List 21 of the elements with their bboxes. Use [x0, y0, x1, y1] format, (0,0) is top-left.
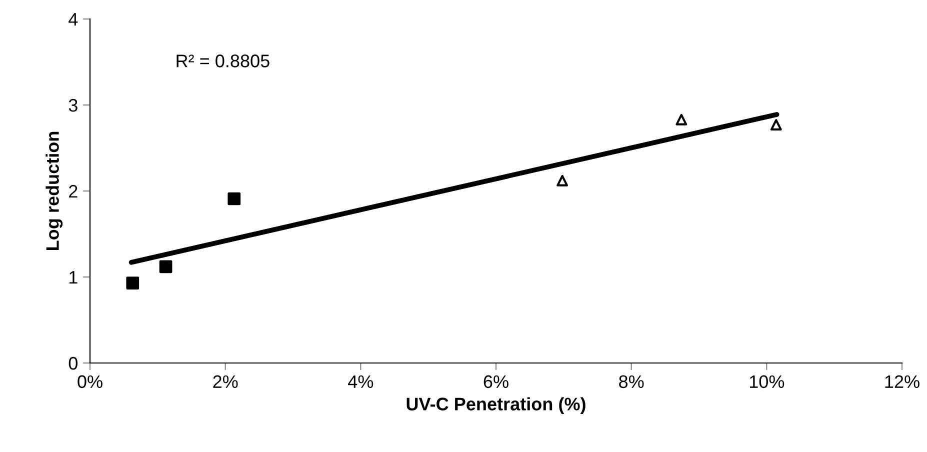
x-tick-label: 4%: [348, 375, 374, 388]
point: [228, 192, 241, 206]
x-tick-label: 8%: [619, 375, 644, 388]
point: [126, 276, 140, 290]
y-tick-label: 3: [68, 98, 78, 112]
y-axis-title: Log reduction: [46, 132, 63, 250]
x-tick-label: 10%: [750, 375, 784, 388]
y-tick-label: 0: [68, 356, 78, 370]
x-tick-label: 12%: [885, 375, 920, 388]
x-tick-label: 0%: [78, 375, 102, 388]
point: [676, 114, 688, 126]
point: [770, 119, 782, 130]
annotation: R² = 0.8805: [176, 54, 270, 68]
y-tick-label: 2: [69, 184, 78, 198]
point: [159, 260, 172, 274]
x-tick-label: 6%: [484, 375, 508, 388]
point: [556, 174, 568, 186]
y-tick-label: 4: [68, 13, 78, 26]
x-tick-label: 2%: [213, 375, 238, 388]
x-axis-title: UV-C Penetration (%): [406, 397, 586, 414]
y-tick-label: 1: [70, 271, 78, 284]
